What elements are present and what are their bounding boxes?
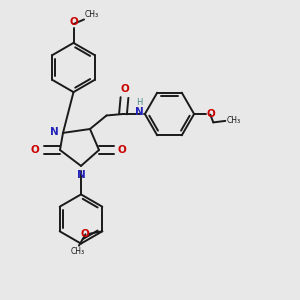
- Text: CH₃: CH₃: [71, 247, 85, 256]
- Text: H: H: [136, 98, 143, 107]
- Text: O: O: [31, 145, 40, 155]
- Text: N: N: [76, 170, 85, 180]
- Text: N: N: [135, 107, 144, 117]
- Text: O: O: [69, 17, 78, 27]
- Text: O: O: [206, 109, 215, 119]
- Text: O: O: [118, 145, 127, 155]
- Text: O: O: [120, 84, 129, 94]
- Text: CH₃: CH₃: [227, 116, 241, 125]
- Text: N: N: [50, 127, 59, 137]
- Text: CH₃: CH₃: [85, 10, 99, 19]
- Text: O: O: [80, 229, 89, 239]
